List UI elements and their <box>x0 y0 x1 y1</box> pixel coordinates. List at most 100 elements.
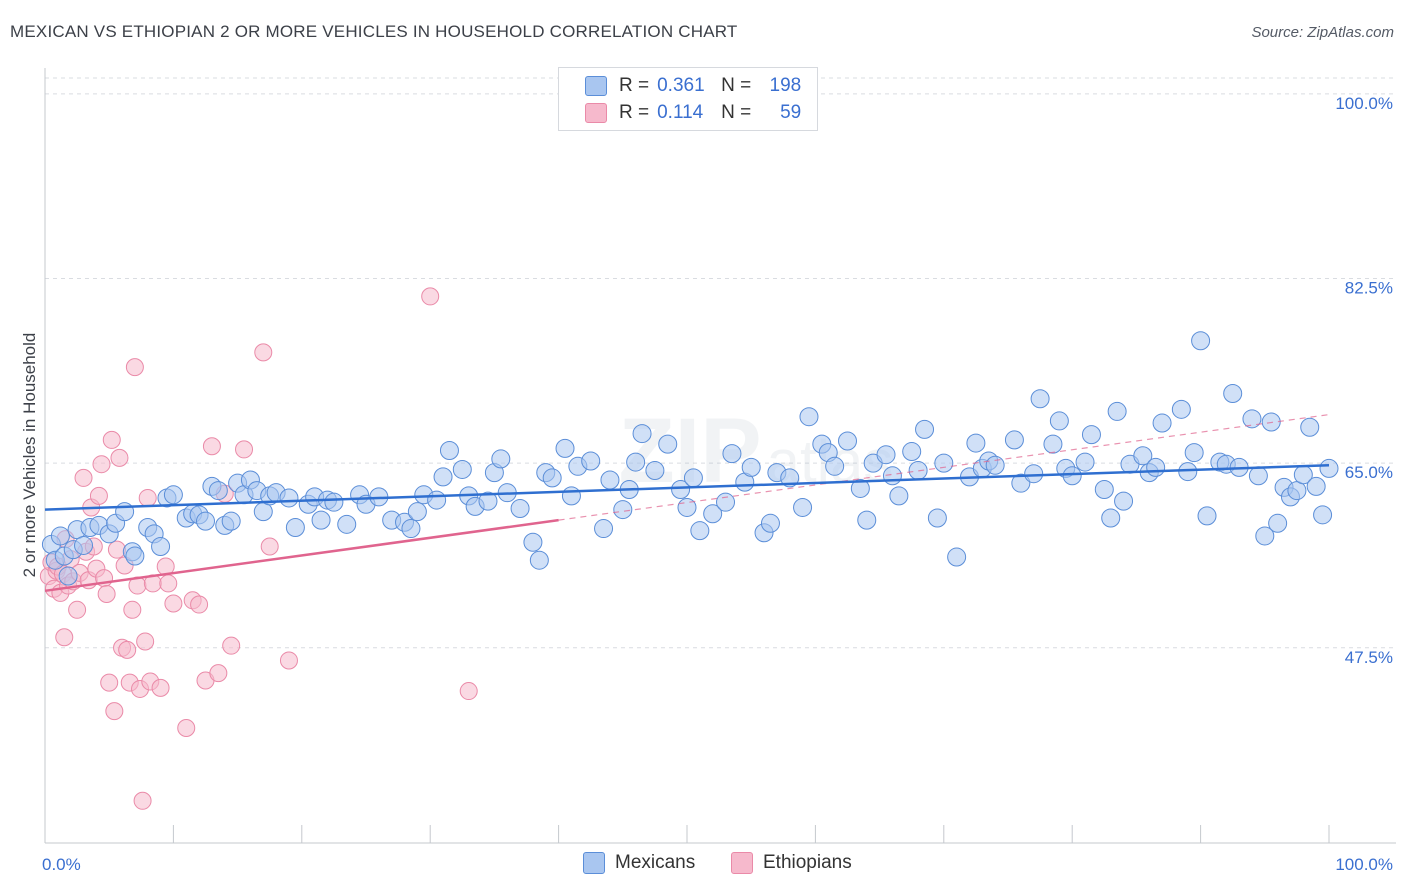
mexicans-point <box>825 456 845 476</box>
mexicans-point <box>555 438 575 458</box>
x-tick-label: 100.0% <box>1335 855 1393 874</box>
ethiopians-point <box>97 584 116 603</box>
mexicans-point <box>1184 443 1204 463</box>
ethiopians-point <box>102 430 121 449</box>
ethiopians-trend-extension <box>558 414 1330 521</box>
ethiopians-point <box>118 640 137 659</box>
mexicans-point <box>671 480 691 500</box>
mexicans-point <box>279 488 299 508</box>
legend-item-ethiopians[interactable]: Ethiopians <box>731 852 852 874</box>
ethiopians-point <box>105 702 124 721</box>
ethiopians-point <box>100 673 119 692</box>
n-value: 198 <box>769 75 802 96</box>
mexicans-point <box>208 481 228 501</box>
mexicans-point <box>966 433 986 453</box>
ethiopians-swatch <box>585 103 607 123</box>
y-tick-label: 100.0% <box>1335 94 1393 113</box>
mexicans-point <box>1004 430 1024 450</box>
n-value: 59 <box>780 102 802 123</box>
mexicans-point <box>645 461 665 481</box>
mexicans-point <box>1255 526 1275 546</box>
mexicans-point <box>542 468 562 488</box>
mexicans-point <box>1223 383 1243 403</box>
ethiopians-points <box>39 287 478 810</box>
mexicans-point <box>889 486 909 506</box>
mexicans-point <box>1313 505 1333 525</box>
ethiopians-point <box>138 488 157 507</box>
ethiopians-swatch <box>731 852 753 874</box>
mexicans-swatch <box>583 852 605 874</box>
mexicans-point <box>125 546 145 566</box>
mexicans-point <box>793 497 813 517</box>
mexicans-point <box>452 459 472 479</box>
r-label: R = <box>619 75 650 96</box>
ethiopians-point <box>89 486 108 505</box>
mexicans-swatch <box>585 76 607 96</box>
mexicans-point <box>947 547 967 567</box>
mexicans-point <box>1300 417 1320 437</box>
mexicans-point <box>626 452 646 472</box>
mexicans-point <box>529 550 549 570</box>
mexicans-point <box>433 467 453 487</box>
mexicans-point <box>581 451 601 471</box>
mexicans-point <box>1101 508 1121 528</box>
mexicans-point <box>594 519 614 539</box>
ethiopians-point <box>222 636 241 655</box>
mexicans-point <box>876 445 896 465</box>
mexicans-point <box>1075 452 1095 472</box>
mexicans-point <box>50 526 70 546</box>
mexicans-point <box>1114 491 1134 511</box>
mexicans-point <box>1171 399 1191 419</box>
mexicans-point <box>632 424 652 444</box>
mexicans-point <box>491 449 511 469</box>
mexicans-point <box>908 461 928 481</box>
mexicans-point <box>1062 466 1082 486</box>
mexicans-point <box>722 444 742 464</box>
mexicans-point <box>1152 413 1172 433</box>
ethiopians-point <box>123 600 142 619</box>
mexicans-point <box>658 434 678 454</box>
ethiopians-point <box>279 651 298 670</box>
mexicans-point <box>510 499 530 519</box>
mexicans-point <box>934 453 954 473</box>
mexicans-point <box>850 478 870 498</box>
mexicans-point <box>407 502 427 522</box>
legend-row-mexicans: R = 0.361 N = 198 <box>585 74 801 98</box>
mexicans-point <box>838 431 857 451</box>
r-value: 0.361 <box>657 75 705 96</box>
tick-labels: 47.5% 65.0% 82.5% 100.0% 0.0% 100.0% <box>42 94 1393 874</box>
legend-label-mexicans: Mexicans <box>615 852 696 873</box>
mexicans-point <box>1287 481 1307 501</box>
mexicans-point <box>561 486 581 506</box>
ethiopians-point <box>421 287 440 306</box>
ethiopians-point <box>202 437 221 456</box>
mexicans-point <box>74 535 94 555</box>
mexicans-point <box>221 511 241 531</box>
mexicans-point <box>1191 331 1211 351</box>
x-tick-label: 0.0% <box>42 855 81 874</box>
axes <box>44 68 1396 844</box>
mexicans-point <box>1030 389 1050 409</box>
y-tick-label: 65.0% <box>1345 463 1393 482</box>
mexicans-point <box>902 442 922 462</box>
mexicans-point <box>716 492 736 512</box>
mexicans-point <box>58 566 78 586</box>
mexicans-point <box>151 536 171 556</box>
ethiopians-point <box>136 632 155 651</box>
r-value: 0.114 <box>657 102 704 123</box>
mexicans-point <box>613 500 633 520</box>
mexicans-point <box>741 457 761 477</box>
ethiopians-point <box>190 595 209 614</box>
ethiopians-point <box>92 455 111 474</box>
mexicans-point <box>196 511 215 531</box>
mexicans-point <box>324 492 344 512</box>
ethiopians-point <box>55 628 74 647</box>
ethiopians-point <box>68 600 87 619</box>
mexicans-trend-line <box>44 463 1330 511</box>
mexicans-point <box>1268 513 1288 533</box>
mexicans-point <box>857 510 877 530</box>
legend-item-mexicans[interactable]: Mexicans <box>583 852 695 874</box>
mexicans-point <box>600 470 620 490</box>
ethiopians-point <box>107 540 126 559</box>
